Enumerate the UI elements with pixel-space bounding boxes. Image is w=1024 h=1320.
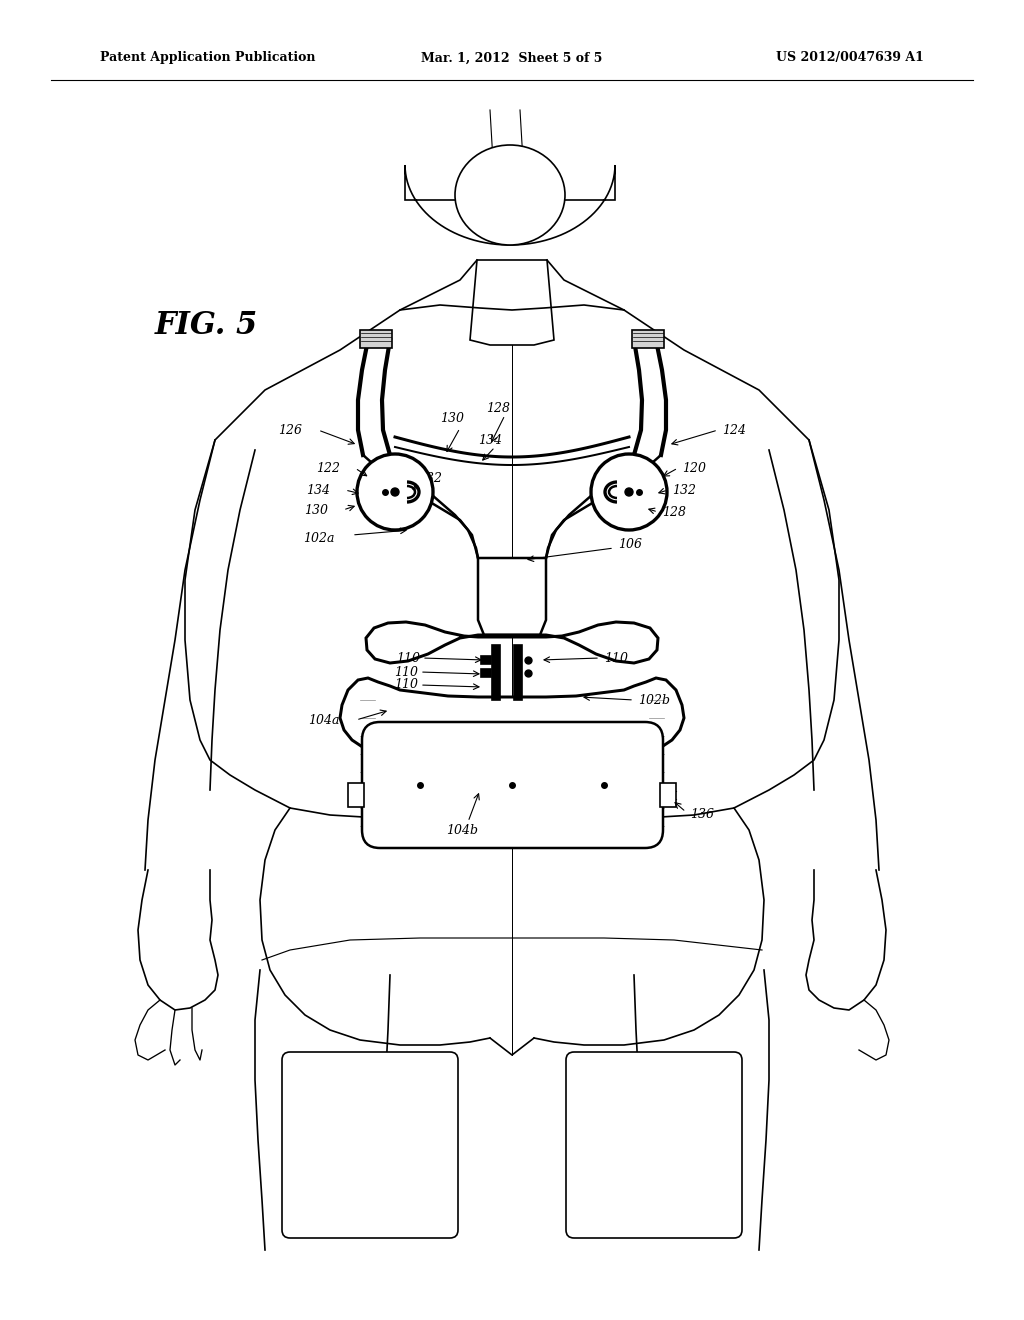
Text: 104b: 104b bbox=[446, 824, 478, 837]
Polygon shape bbox=[340, 678, 684, 840]
Text: 130: 130 bbox=[304, 503, 328, 516]
Text: 130: 130 bbox=[440, 412, 464, 425]
Text: 110: 110 bbox=[396, 652, 420, 664]
Text: 110: 110 bbox=[394, 665, 418, 678]
Circle shape bbox=[357, 454, 433, 531]
Text: 122: 122 bbox=[316, 462, 340, 474]
Text: US 2012/0047639 A1: US 2012/0047639 A1 bbox=[776, 51, 924, 65]
Text: 136: 136 bbox=[690, 808, 714, 821]
Text: 132: 132 bbox=[418, 471, 442, 484]
Text: 106: 106 bbox=[618, 539, 642, 552]
Circle shape bbox=[625, 488, 633, 496]
Polygon shape bbox=[478, 558, 546, 635]
Text: 128: 128 bbox=[662, 506, 686, 519]
Polygon shape bbox=[362, 455, 480, 568]
Text: 110: 110 bbox=[604, 652, 628, 664]
Text: 126: 126 bbox=[278, 424, 302, 437]
Polygon shape bbox=[544, 455, 662, 568]
Polygon shape bbox=[366, 622, 658, 663]
Text: 102b: 102b bbox=[638, 693, 670, 706]
Polygon shape bbox=[348, 783, 364, 807]
Polygon shape bbox=[360, 330, 392, 348]
Ellipse shape bbox=[455, 145, 565, 246]
Polygon shape bbox=[632, 330, 664, 348]
Text: 134: 134 bbox=[478, 433, 502, 446]
Polygon shape bbox=[660, 783, 676, 807]
Text: 102a: 102a bbox=[303, 532, 335, 544]
Polygon shape bbox=[514, 645, 522, 700]
Circle shape bbox=[591, 454, 667, 531]
Text: 110: 110 bbox=[394, 678, 418, 692]
Text: 132: 132 bbox=[672, 483, 696, 496]
FancyBboxPatch shape bbox=[362, 722, 663, 847]
Text: Mar. 1, 2012  Sheet 5 of 5: Mar. 1, 2012 Sheet 5 of 5 bbox=[421, 51, 603, 65]
Text: 128: 128 bbox=[486, 401, 510, 414]
Polygon shape bbox=[470, 260, 554, 345]
Text: 124: 124 bbox=[722, 424, 746, 437]
Text: 120: 120 bbox=[682, 462, 706, 474]
Polygon shape bbox=[492, 645, 500, 700]
Polygon shape bbox=[406, 165, 615, 246]
Text: 104a: 104a bbox=[308, 714, 340, 726]
FancyBboxPatch shape bbox=[282, 1052, 458, 1238]
Text: FIG. 5: FIG. 5 bbox=[155, 310, 258, 341]
Circle shape bbox=[391, 488, 399, 496]
Polygon shape bbox=[481, 669, 490, 677]
Text: Patent Application Publication: Patent Application Publication bbox=[100, 51, 315, 65]
FancyBboxPatch shape bbox=[566, 1052, 742, 1238]
Polygon shape bbox=[481, 656, 490, 664]
Text: 134: 134 bbox=[306, 483, 330, 496]
